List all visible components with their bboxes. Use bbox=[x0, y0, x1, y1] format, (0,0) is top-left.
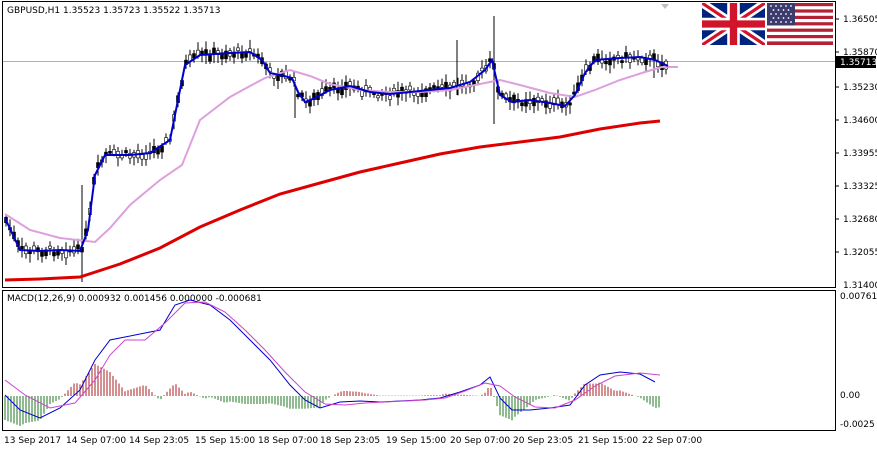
time-tick: 19 Sep 15:00 bbox=[386, 436, 446, 446]
candle-body bbox=[376, 95, 380, 99]
fast-moving-average-line bbox=[4, 50, 669, 253]
price-tick: 1.31400 bbox=[843, 281, 877, 291]
macd-panel[interactable] bbox=[2, 290, 836, 431]
macd-title: MACD(12,26,9) 0.000932 0.001456 0.000000… bbox=[7, 294, 262, 304]
price-tick: 1.36505 bbox=[843, 15, 877, 25]
time-tick: 14 Sep 07:00 bbox=[66, 436, 126, 446]
candle-body bbox=[360, 90, 364, 97]
candle-body bbox=[568, 102, 572, 106]
candle-body bbox=[52, 251, 56, 257]
candle-body bbox=[596, 53, 600, 63]
macd-tick: 0.00 bbox=[840, 391, 860, 401]
candle-body bbox=[544, 100, 548, 108]
candle-body bbox=[76, 244, 80, 250]
price-axis: 1.36505 1.35870 1.35230 1.34600 1.33955 … bbox=[835, 15, 877, 291]
time-tick: 22 Sep 07:00 bbox=[642, 436, 702, 446]
candle-body bbox=[20, 246, 24, 249]
candle-body bbox=[392, 88, 396, 92]
time-tick: 13 Sep 2017 bbox=[4, 436, 61, 446]
us-flag-icon bbox=[767, 3, 833, 45]
candle-body bbox=[440, 84, 444, 88]
chart-shift-marker[interactable] bbox=[661, 4, 669, 9]
price-tick: 1.32055 bbox=[843, 248, 877, 258]
candle-body bbox=[640, 57, 644, 64]
long-moving-average-line bbox=[4, 119, 661, 282]
candle-body bbox=[56, 250, 60, 256]
candle-body bbox=[224, 50, 228, 60]
candle-body bbox=[624, 52, 628, 58]
candle-body bbox=[124, 150, 128, 154]
price-tick: 1.32680 bbox=[843, 215, 877, 225]
candle-body bbox=[480, 67, 484, 72]
chart-title: GBPUSD,H1 1.35523 1.35723 1.35522 1.3571… bbox=[7, 6, 220, 16]
candle-body bbox=[48, 245, 52, 249]
current-price-value: 1.35713 bbox=[840, 58, 877, 68]
macd-signal-line bbox=[4, 301, 661, 409]
time-tick: 14 Sep 23:05 bbox=[129, 436, 189, 446]
candle-body bbox=[444, 81, 448, 89]
macd-axis: 0.007619 0.00 -0.0025 bbox=[840, 292, 877, 430]
price-tick: 1.35870 bbox=[843, 48, 877, 58]
time-tick: 15 Sep 15:00 bbox=[195, 436, 255, 446]
price-tick: 1.34600 bbox=[843, 116, 877, 126]
candle-body bbox=[140, 154, 144, 160]
candle-body bbox=[40, 251, 44, 257]
candle-body bbox=[536, 96, 540, 103]
macd-tick: 0.007619 bbox=[840, 292, 877, 302]
candle-body bbox=[64, 249, 68, 259]
candle-body bbox=[244, 52, 248, 58]
candle-body bbox=[144, 153, 148, 160]
time-tick: 18 Sep 23:05 bbox=[320, 436, 380, 446]
candle-body bbox=[408, 85, 412, 91]
candle-body bbox=[620, 60, 624, 63]
candle-body bbox=[628, 54, 632, 63]
price-tick: 1.33955 bbox=[843, 149, 877, 159]
candle-body bbox=[432, 85, 436, 89]
candle-body bbox=[108, 151, 112, 154]
candle-body bbox=[520, 102, 524, 107]
main-price-panel[interactable] bbox=[2, 1, 836, 288]
macd-line bbox=[4, 299, 656, 419]
time-tick: 20 Sep 07:00 bbox=[450, 436, 510, 446]
price-tick: 1.35230 bbox=[843, 83, 877, 93]
time-tick: 21 Sep 15:00 bbox=[578, 436, 638, 446]
time-tick: 18 Sep 07:00 bbox=[258, 436, 318, 446]
candle-body bbox=[208, 54, 212, 62]
macd-tick: -0.0025 bbox=[840, 420, 875, 430]
candle-body bbox=[512, 94, 516, 104]
candle-body bbox=[240, 53, 244, 59]
candle-body bbox=[388, 95, 392, 100]
current-price-badge: 1.35713 bbox=[836, 56, 877, 68]
time-axis: 13 Sep 2017 14 Sep 07:00 14 Sep 23:05 15… bbox=[4, 436, 702, 446]
candle-body bbox=[472, 80, 476, 85]
candle-body bbox=[112, 149, 116, 155]
time-tick: 20 Sep 23:05 bbox=[513, 436, 573, 446]
candle-body bbox=[312, 92, 316, 101]
candle-body bbox=[236, 47, 240, 52]
uk-flag-icon bbox=[699, 0, 768, 49]
candle-body bbox=[364, 85, 368, 93]
candle-body bbox=[532, 97, 536, 107]
candle-body bbox=[604, 60, 608, 65]
candle-body bbox=[320, 88, 324, 96]
price-tick: 1.33325 bbox=[843, 182, 877, 192]
candle-body bbox=[340, 87, 344, 96]
slow-moving-average-line bbox=[4, 66, 678, 244]
